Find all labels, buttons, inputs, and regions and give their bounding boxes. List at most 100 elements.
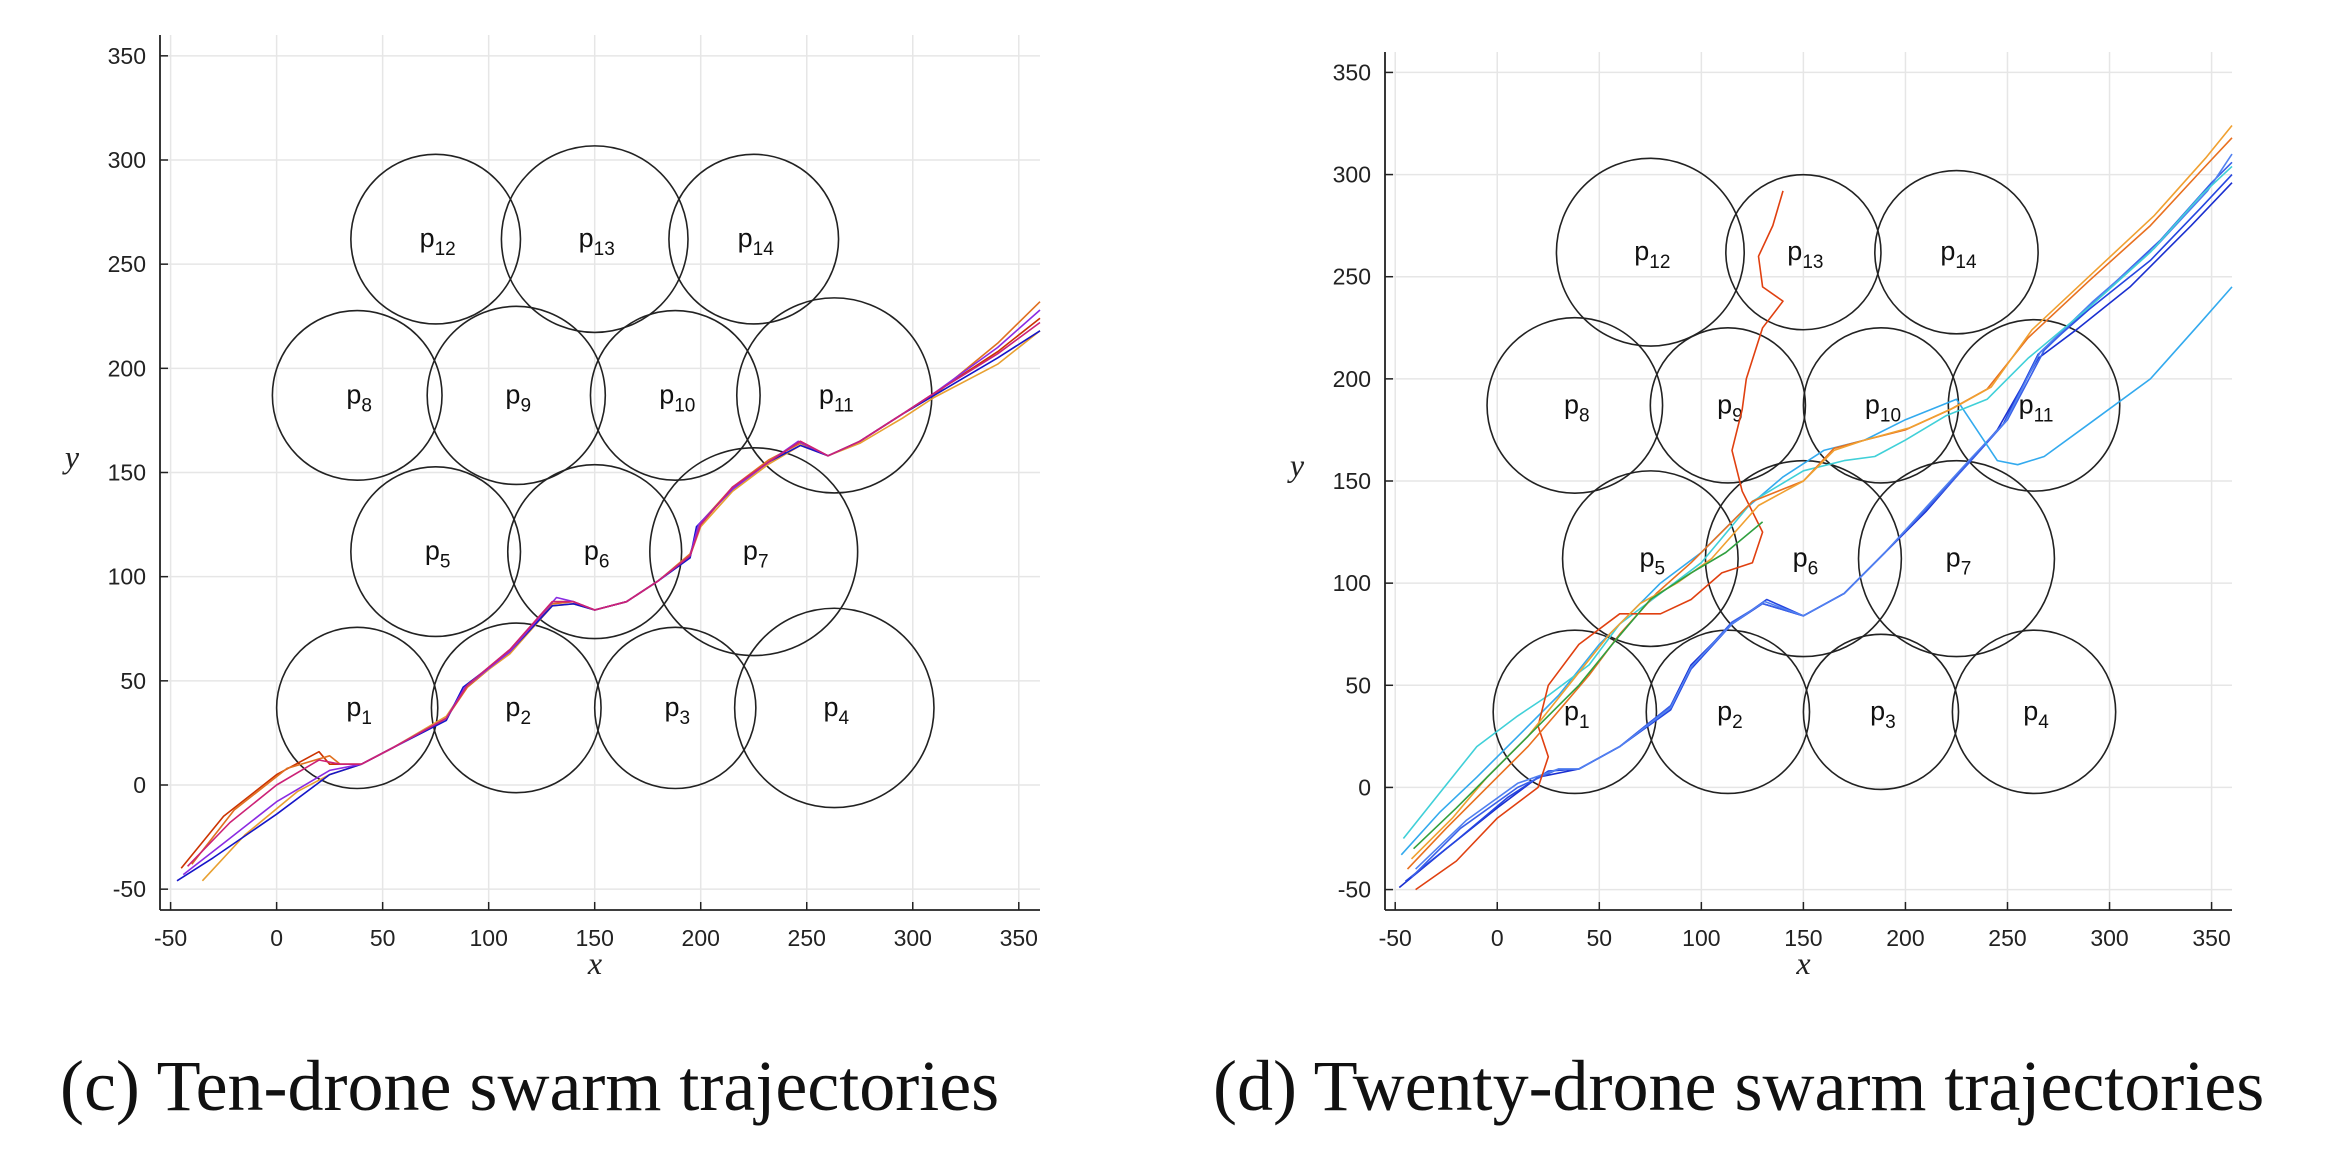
- region-circle-p9: [426, 305, 607, 486]
- x-tick-label: 50: [1587, 925, 1613, 951]
- region-circle-p7: [649, 446, 859, 657]
- y-tick-label: 50: [120, 668, 146, 694]
- x-tick-label: 100: [469, 925, 507, 951]
- x-tick-label: 200: [1886, 925, 1924, 951]
- region-label-p9: p9: [505, 379, 531, 416]
- y-tick-label: 0: [133, 772, 146, 798]
- x-tick-label: 250: [788, 925, 826, 951]
- y-axis-label: y: [62, 439, 80, 475]
- x-tick-label: 150: [576, 925, 614, 951]
- region-circle-p4: [733, 607, 935, 809]
- x-tick-label: 50: [370, 925, 396, 951]
- y-tick-label: 300: [1333, 162, 1371, 188]
- y-tick-label: -50: [1338, 877, 1371, 903]
- trajectory-line: [182, 309, 1041, 876]
- y-tick-label: 0: [1358, 774, 1371, 800]
- region-circle-p14: [1874, 169, 2039, 335]
- region-circle-p11: [1947, 318, 2121, 492]
- x-tick-label: 0: [1491, 925, 1504, 951]
- y-tick-label: 200: [1333, 366, 1371, 392]
- region-circle-p2: [1645, 629, 1811, 795]
- region-label-p13: p13: [579, 223, 615, 260]
- y-tick-label: 150: [1333, 468, 1371, 494]
- y-tick-label: 100: [1333, 570, 1371, 596]
- region-label-p11: p11: [819, 379, 854, 416]
- region-label-p4: p4: [2023, 696, 2049, 733]
- region-circle-p3: [1802, 633, 1960, 791]
- region-label-p5: p5: [1640, 543, 1666, 580]
- y-tick-label: 150: [108, 460, 146, 486]
- caption-d: (d) Twenty-drone swarm trajectories: [1213, 1046, 2264, 1126]
- region-circle-p12: [1555, 157, 1746, 347]
- x-tick-label: 300: [894, 925, 932, 951]
- x-axis-label: x: [1795, 945, 1810, 981]
- region-label-p14: p14: [1940, 236, 1977, 273]
- x-tick-label: 350: [1000, 925, 1038, 951]
- region-circle-p7: [1857, 459, 2056, 658]
- region-circle-p3: [593, 626, 757, 790]
- region-circle-p5: [350, 466, 522, 638]
- trajectory-line: [1410, 124, 2233, 860]
- region-label-p12: p12: [1634, 236, 1670, 273]
- y-tick-label: 200: [108, 355, 146, 381]
- region-circle-p8: [271, 309, 443, 482]
- region-circle-p8: [1486, 316, 1664, 494]
- region-label-p13: p13: [1787, 236, 1823, 273]
- region-circle-p4: [1951, 629, 2117, 795]
- region-circle-p12: [350, 153, 522, 325]
- x-axis-label: x: [587, 945, 602, 981]
- region-label-p8: p8: [1564, 389, 1590, 426]
- region-label-p1: p1: [346, 692, 372, 729]
- region-circle-p13: [1725, 173, 1882, 331]
- x-tick-label: -50: [1379, 925, 1412, 951]
- region-circle-p5: [1561, 470, 1739, 648]
- y-axis-label: y: [1287, 447, 1305, 483]
- region-label-p10: p10: [1865, 389, 1901, 426]
- trajectory-line: [1413, 521, 1764, 850]
- x-tick-label: 350: [2192, 925, 2230, 951]
- region-label-p11: p11: [2019, 389, 2054, 426]
- region-circle-p2: [430, 622, 602, 794]
- trajectory-line: [187, 321, 1041, 867]
- region-circle-p1: [275, 626, 439, 790]
- region-label-p2: p2: [1717, 696, 1743, 733]
- trajectory-line: [180, 317, 1041, 869]
- y-tick-label: 300: [108, 147, 146, 173]
- region-label-p6: p6: [584, 536, 610, 573]
- trajectory-line: [1415, 190, 1784, 891]
- x-tick-label: 250: [1988, 925, 2026, 951]
- region-label-p10: p10: [659, 379, 695, 416]
- trajectory-line: [1400, 286, 2233, 856]
- region-circle-p1: [1492, 629, 1658, 795]
- x-tick-label: 300: [2090, 925, 2128, 951]
- region-label-p2: p2: [505, 692, 531, 729]
- region-label-p7: p7: [1946, 543, 1972, 580]
- y-tick-label: 350: [108, 43, 146, 69]
- y-tick-label: 50: [1345, 672, 1371, 698]
- region-label-p3: p3: [664, 692, 690, 729]
- y-tick-label: 100: [108, 564, 146, 590]
- region-label-p5: p5: [425, 536, 451, 573]
- x-tick-label: -50: [154, 925, 187, 951]
- region-circle-p13: [500, 145, 689, 334]
- trajectory-line: [1404, 174, 2233, 883]
- trajectory-line: [201, 330, 1041, 882]
- y-tick-label: 250: [1333, 264, 1371, 290]
- region-circle-p14: [668, 153, 840, 325]
- x-tick-label: 0: [270, 925, 283, 951]
- region-label-p7: p7: [743, 536, 769, 573]
- y-tick-label: -50: [113, 876, 146, 902]
- region-label-p14: p14: [738, 223, 775, 260]
- y-tick-label: 350: [1333, 59, 1371, 85]
- x-tick-label: 100: [1682, 925, 1720, 951]
- x-tick-label: 150: [1784, 925, 1822, 951]
- region-label-p12: p12: [420, 223, 456, 260]
- y-tick-label: 250: [108, 251, 146, 277]
- caption-c: (c) Ten-drone swarm trajectories: [60, 1046, 999, 1126]
- region-label-p1: p1: [1564, 696, 1590, 733]
- trajectory-line: [1402, 165, 2233, 839]
- region-label-p8: p8: [346, 379, 372, 416]
- region-label-p6: p6: [1793, 543, 1819, 580]
- region-label-p9: p9: [1717, 389, 1743, 426]
